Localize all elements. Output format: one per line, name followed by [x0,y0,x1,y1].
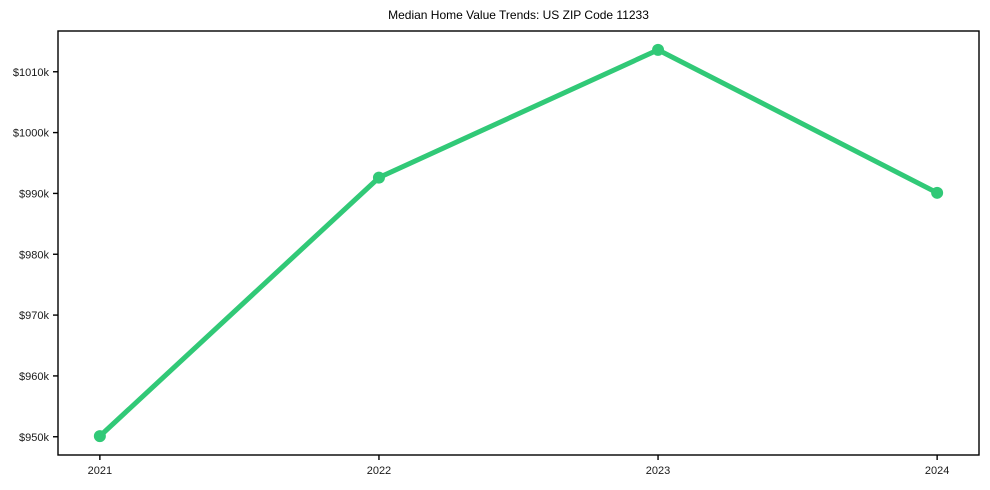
y-tick-label: $970k [19,310,49,322]
plot-frame [57,30,980,456]
x-tick-label: 2021 [88,465,112,477]
y-tick-label: $960k [19,371,49,383]
y-tick-label: $950k [19,432,49,444]
y-tick-label: $1000k [13,128,50,140]
y-tick-label: $1010k [13,67,50,79]
trend-line [97,47,940,439]
data-point-marker [372,171,385,184]
y-tick-label: $990k [19,188,49,200]
y-tick-label: $980k [19,249,49,261]
x-tick-label: 2024 [925,465,949,477]
chart-title: Median Home Value Trends: US ZIP Code 11… [388,8,649,22]
data-point-marker [652,43,665,56]
data-point-marker [93,430,106,443]
x-tick-label: 2023 [646,465,670,477]
x-tick-label: 2022 [367,465,391,477]
data-point-marker [931,186,944,199]
